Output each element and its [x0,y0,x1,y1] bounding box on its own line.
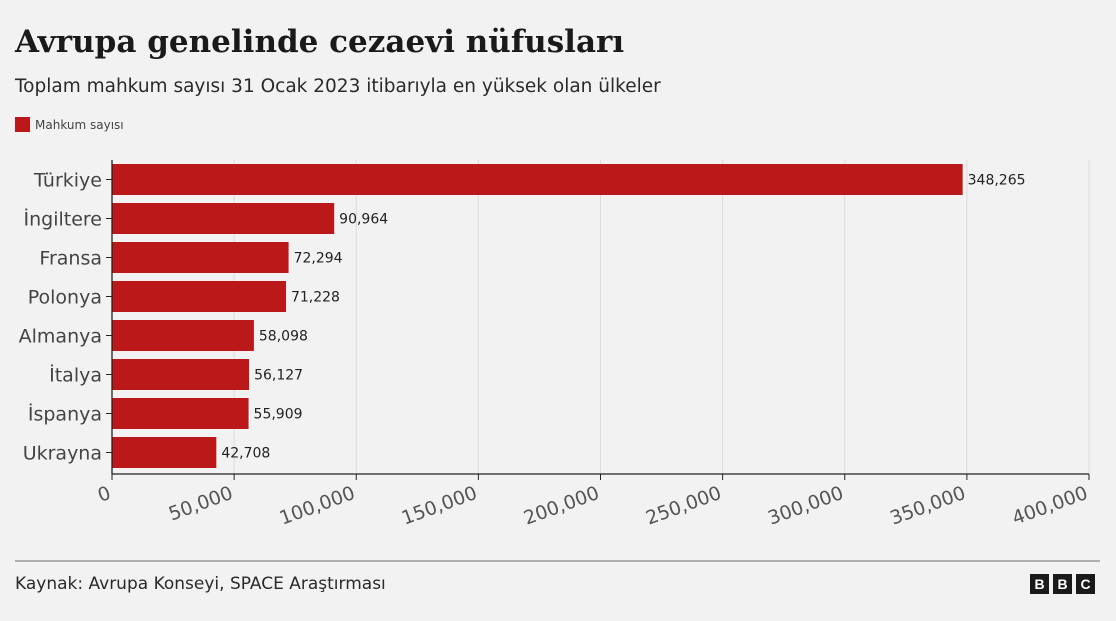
bbc-logo-letter: B [1053,574,1072,594]
bbc-logo: B B C [1030,574,1095,594]
x-tick-label: 400,000 [1009,482,1090,530]
bbc-logo-letter: C [1076,574,1095,594]
value-label: 58,098 [259,329,308,345]
category-label: Türkiye [33,170,102,192]
bar [112,398,249,429]
source-text: Kaynak: Avrupa Konseyi, SPACE Araştırmas… [15,574,386,594]
category-label: İspanya [28,403,102,426]
value-label: 55,909 [254,407,303,423]
legend: Mahkum sayısı [15,117,124,132]
bar [112,281,286,312]
x-tick-label: 0 [95,482,114,507]
x-tick-label: 50,000 [166,482,236,525]
category-label: Almanya [19,326,102,348]
bar [112,242,289,273]
value-label: 71,228 [291,290,340,306]
legend-label: Mahkum sayısı [35,117,124,132]
bar [112,359,250,390]
value-label: 72,294 [294,251,343,267]
category-label: İngiltere [24,208,103,231]
bar [112,320,254,351]
bar [112,437,217,468]
bbc-logo-letter: B [1030,574,1049,594]
chart-subtitle: Toplam mahkum sayısı 31 Ocak 2023 itibar… [15,76,661,97]
x-tick-label: 250,000 [643,482,724,530]
chart-title: Avrupa genelinde cezaevi nüfusları [15,24,625,60]
x-tick-label: 150,000 [399,482,480,530]
bar [112,203,335,234]
value-label: 90,964 [339,212,388,228]
bar [112,164,963,195]
legend-swatch [15,117,30,132]
bar-chart: Türkiye 348,265 İngiltere 90,964 Fransa 72,29… [19,160,1091,530]
value-label: 348,265 [968,173,1026,189]
x-tick-label: 200,000 [521,482,602,530]
category-label: Ukrayna [23,443,102,465]
value-label: 42,708 [221,446,270,462]
x-tick-label: 350,000 [887,482,968,530]
x-tick-label: 100,000 [277,482,358,530]
footer-divider [15,560,1100,562]
category-label: Polonya [28,287,102,309]
category-label: İtalya [49,364,102,387]
x-tick-label: 300,000 [765,482,846,530]
category-label: Fransa [39,248,102,270]
value-label: 56,127 [254,368,303,384]
